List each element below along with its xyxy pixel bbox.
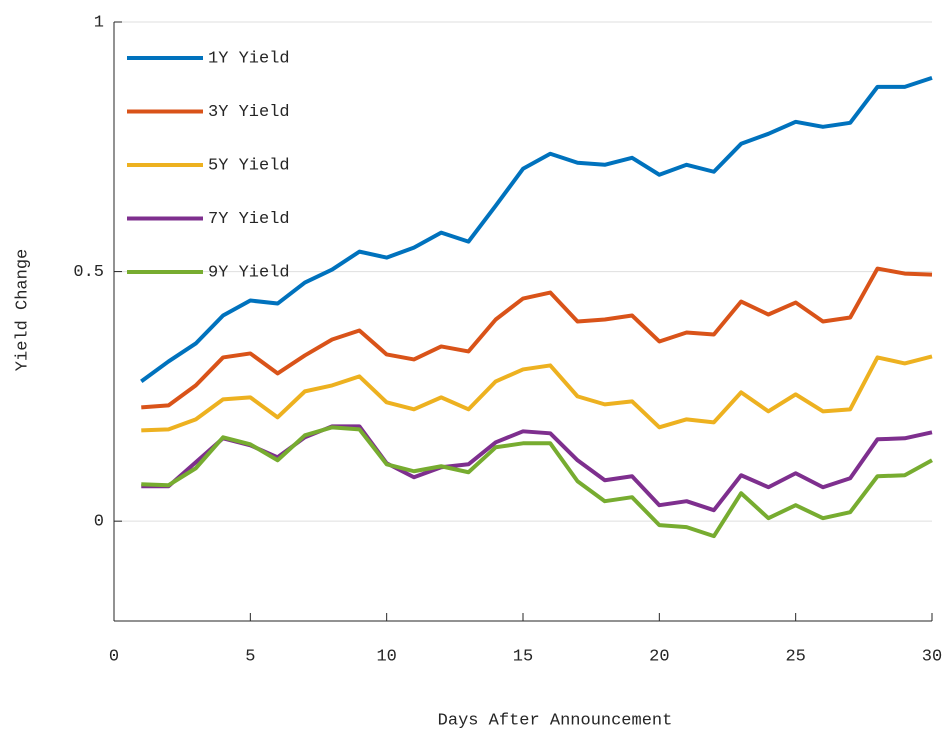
- x-tick-label: 5: [245, 647, 255, 666]
- x-tick-label: 0: [109, 647, 119, 666]
- data-line: [141, 354, 933, 433]
- y-tick-label: 1: [94, 13, 104, 32]
- legend-label: 7Y Yield: [208, 210, 290, 229]
- legend-label: 5Y Yield: [208, 156, 290, 175]
- y-tick-label: 0: [94, 513, 104, 532]
- y-axis-label: Yield Change: [13, 249, 32, 371]
- legend-label: 9Y Yield: [208, 263, 290, 282]
- y-tick-label: 0.5: [73, 263, 104, 282]
- x-tick-label: 20: [649, 647, 669, 666]
- legend-label: 3Y Yield: [208, 103, 290, 122]
- x-tick-label: 25: [785, 647, 805, 666]
- x-axis-label: Days After Announcement: [438, 711, 673, 730]
- legend-label: 1Y Yield: [208, 49, 290, 68]
- x-tick-label: 10: [376, 647, 396, 666]
- data-line: [140, 76, 933, 384]
- data-line: [141, 425, 933, 539]
- x-tick-label: 30: [922, 647, 942, 666]
- data-line: [141, 424, 933, 513]
- x-tick-label: 15: [513, 647, 533, 666]
- data-line: [141, 266, 933, 410]
